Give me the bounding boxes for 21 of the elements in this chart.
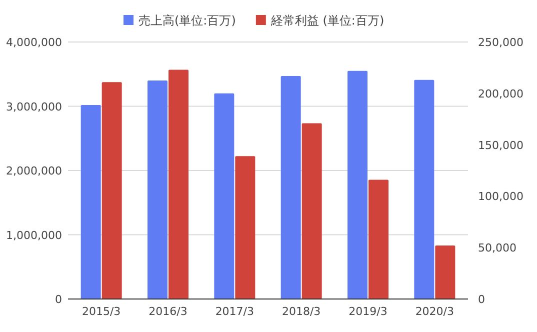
- x-tick-label: 2020/3: [415, 305, 454, 318]
- y2-tick-label: 50,000: [478, 242, 516, 255]
- x-tick-label: 2019/3: [348, 305, 388, 318]
- bar: [435, 246, 456, 299]
- bar: [414, 80, 434, 299]
- y-tick-label: 3,000,000: [6, 100, 62, 114]
- x-tick-label: 2018/3: [282, 305, 321, 318]
- legend-label: 経常利益 (単位:百万): [270, 14, 384, 28]
- y2-tick-label: 150,000: [478, 138, 524, 152]
- y2-tick-label: 100,000: [478, 190, 524, 204]
- y-tick-label: 1,000,000: [6, 228, 62, 242]
- y2-tick-label: 250,000: [478, 36, 524, 49]
- legend-label: 売上高(単位:百万): [138, 14, 236, 28]
- y2-tick-label: 200,000: [478, 87, 524, 100]
- y-tick-label: 0: [55, 293, 62, 306]
- y2-tick-label: 0: [478, 293, 485, 306]
- x-tick-label: 2017/3: [215, 305, 254, 318]
- y-tick-label: 2,000,000: [6, 164, 62, 178]
- y-tick-label: 4,000,000: [6, 36, 62, 49]
- x-tick-label: 2016/3: [148, 305, 188, 318]
- x-tick-label: 2015/3: [82, 305, 121, 318]
